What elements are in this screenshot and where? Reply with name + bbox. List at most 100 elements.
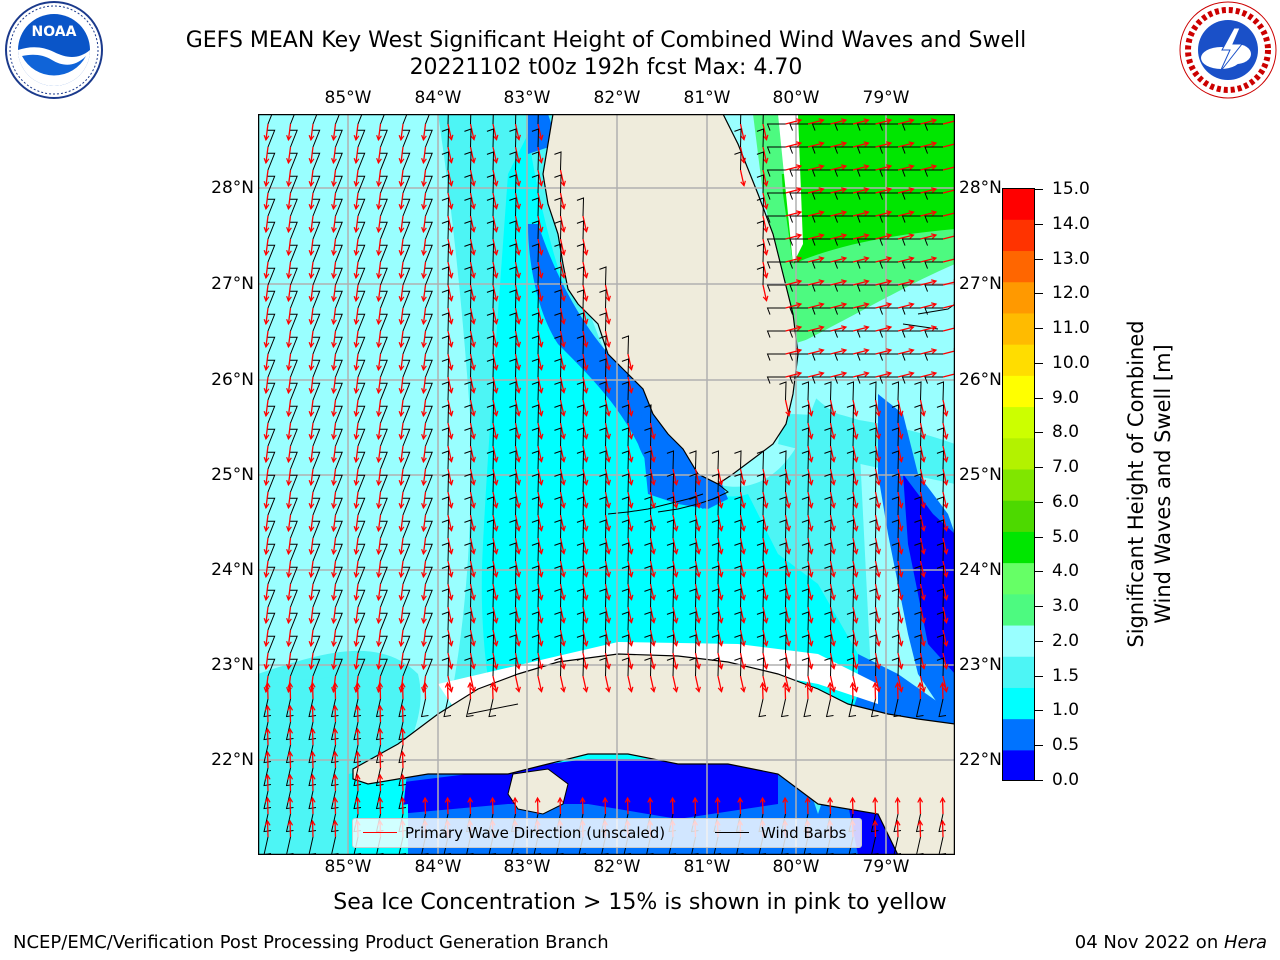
wave-arrow-head	[444, 796, 451, 803]
wave-direction-arrow	[920, 119, 937, 125]
wave-direction-arrow	[762, 123, 768, 140]
wave-arrow-head	[920, 663, 926, 670]
wave-direction-arrow	[582, 537, 588, 554]
wind-barb	[312, 244, 321, 263]
wave-direction-arrow	[784, 514, 790, 531]
wave-direction-arrow	[785, 211, 802, 217]
wind-barb	[811, 261, 831, 269]
wind-barb	[824, 381, 832, 401]
wind-barb	[486, 450, 495, 470]
wave-direction-arrow	[942, 350, 955, 355]
wave-arrow-head	[931, 279, 938, 285]
wave-arrow-head	[886, 187, 893, 193]
wave-arrow-head	[286, 640, 292, 648]
wind-barb	[290, 129, 298, 148]
wave-direction-arrow	[604, 514, 610, 531]
wave-arrow-head	[762, 180, 769, 187]
wave-direction-arrow	[919, 468, 925, 485]
wave-direction-arrow	[830, 165, 847, 171]
wave-arrow-head	[582, 272, 589, 279]
wind-barb	[441, 197, 450, 217]
wind-barb	[380, 658, 388, 677]
wave-direction-arrow	[422, 399, 427, 416]
colorbar-tick-mark	[1035, 640, 1043, 642]
wave-arrow-head	[582, 571, 589, 578]
wave-direction-arrow	[287, 123, 292, 140]
wind-barb	[834, 376, 853, 384]
wave-arrow-head	[287, 750, 294, 757]
colorbar-segment	[1002, 312, 1035, 345]
wave-arrow-head	[875, 479, 881, 486]
lat-label-right: 26°N	[959, 370, 1002, 390]
wind-barb	[531, 220, 540, 240]
wave-direction-arrow	[582, 215, 588, 232]
wave-direction-arrow	[649, 537, 655, 554]
wave-arrow-head	[886, 302, 893, 308]
colorbar-tick-label: 8.0	[1052, 422, 1080, 443]
wind-barb	[380, 612, 388, 631]
wave-arrow-head	[421, 295, 427, 303]
wave-arrow-head	[286, 226, 292, 234]
wave-arrow-head	[332, 750, 339, 757]
isle-of-youth	[507, 768, 569, 815]
wind-barb	[312, 451, 321, 470]
wind-barb	[464, 588, 472, 608]
wind-barb	[869, 611, 877, 631]
wave-direction-arrow	[377, 560, 382, 577]
wave-arrow-head	[875, 617, 881, 624]
wave-direction-arrow	[377, 284, 382, 301]
wind-barb	[509, 220, 517, 240]
wave-arrow-head	[421, 479, 427, 487]
wave-direction-arrow	[310, 606, 314, 623]
wind-barb	[891, 404, 900, 424]
wave-arrow-head	[605, 640, 611, 647]
wave-arrow-head	[762, 502, 769, 509]
wave-arrow-head	[560, 525, 566, 532]
wind-barb	[425, 175, 433, 194]
wave-arrow-head	[263, 387, 270, 395]
wave-direction-arrow	[807, 445, 813, 462]
wind-barb	[375, 767, 384, 787]
wave-direction-arrow	[559, 537, 565, 554]
wave-arrow-head	[447, 272, 454, 279]
wave-arrow-head	[353, 134, 360, 142]
wave-direction-arrow	[919, 583, 925, 600]
wave-direction-arrow	[852, 514, 858, 531]
wave-arrow-head	[398, 502, 405, 510]
wind-barb	[869, 404, 877, 424]
wind-barb	[915, 698, 924, 718]
wave-direction-arrow	[830, 119, 847, 125]
wind-barb	[576, 289, 585, 309]
wave-arrow-head	[875, 410, 881, 417]
wind-barb	[924, 123, 943, 131]
wind-barb	[335, 152, 343, 171]
wave-direction-arrow	[400, 192, 404, 209]
wave-direction-arrow	[807, 165, 824, 171]
wave-arrow-head	[627, 617, 634, 624]
wind-barb	[621, 565, 630, 585]
wind-barb	[766, 376, 786, 384]
wave-arrow-head	[804, 681, 811, 688]
wind-barb	[531, 404, 540, 424]
wave-arrow-head	[650, 433, 656, 440]
wave-direction-arrow	[492, 514, 498, 531]
wave-arrow-head	[421, 364, 427, 372]
nws-logo	[1179, 1, 1277, 99]
colorbar-title-line1: Significant Height of Combined	[1124, 320, 1148, 648]
wind-barb	[711, 657, 720, 677]
wave-direction-arrow	[649, 606, 655, 623]
wind-barb	[554, 174, 562, 194]
wind-barb	[834, 330, 853, 338]
wave-arrow-head	[917, 681, 924, 688]
wave-direction-arrow	[514, 652, 520, 669]
colorbar-tick-mark	[1035, 258, 1043, 260]
wind-barb	[621, 404, 630, 424]
wind-barb	[554, 542, 562, 562]
wind-barb	[509, 289, 517, 309]
wind-barb	[879, 353, 898, 361]
wind-barb	[486, 565, 495, 585]
wave-direction-arrow	[807, 188, 824, 194]
colorbar-tick-mark	[1035, 467, 1043, 469]
wind-barb	[290, 474, 298, 493]
wave-direction-arrow	[469, 238, 475, 255]
